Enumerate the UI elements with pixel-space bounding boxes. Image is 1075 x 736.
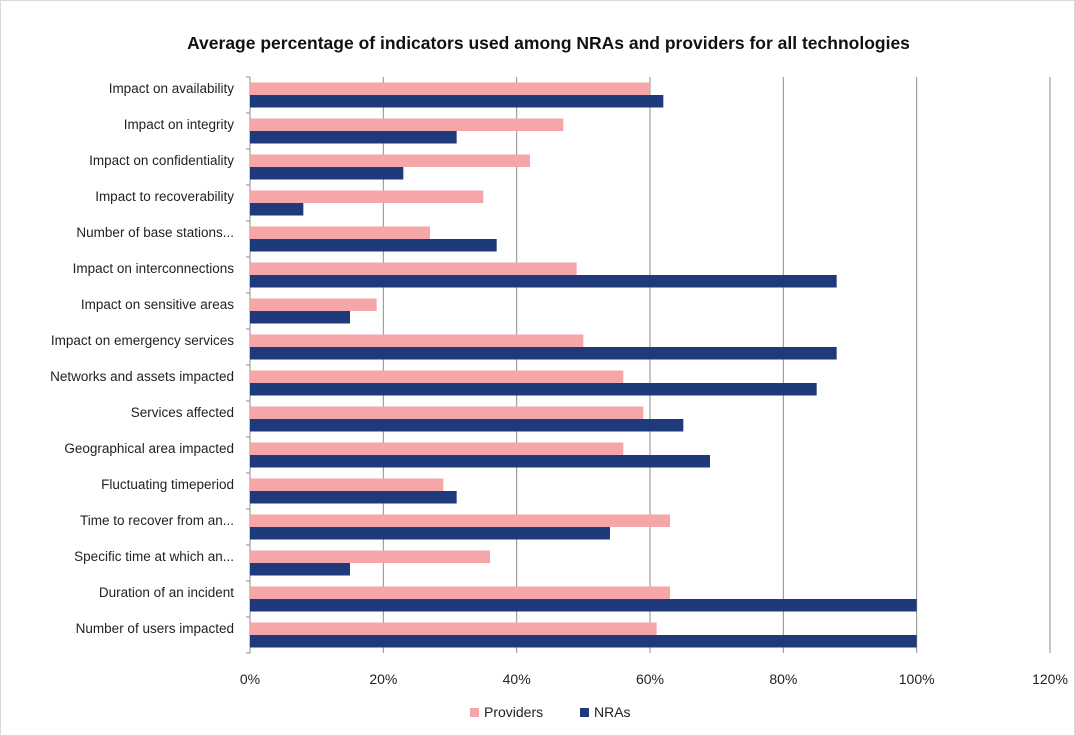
x-tick-label: 20% (369, 671, 397, 687)
category-label: Number of base stations... (76, 225, 234, 240)
nras-bar (250, 275, 837, 288)
nras-bar (250, 419, 684, 432)
x-tick-label: 0% (240, 671, 260, 687)
category-label: Fluctuating timeperiod (101, 477, 234, 492)
providers-bar (250, 154, 530, 167)
nras-bar (250, 311, 350, 324)
category-label: Services affected (131, 405, 234, 420)
nras-bar (250, 239, 497, 252)
category-label: Impact to recoverability (95, 189, 234, 204)
x-tick-label: 100% (899, 671, 935, 687)
providers-bar (250, 586, 670, 599)
nras-bar (250, 203, 304, 216)
providers-bar (250, 334, 584, 347)
nras-bar (250, 635, 917, 648)
x-tick-label: 80% (769, 671, 797, 687)
x-tick-label: 40% (503, 671, 531, 687)
nras-bar (250, 383, 817, 396)
providers-bar (250, 514, 670, 527)
providers-bar (250, 190, 484, 203)
category-label: Number of users impacted (76, 621, 234, 636)
nras-legend-swatch (580, 708, 589, 717)
category-label: Impact on integrity (124, 117, 235, 132)
nras-bar (250, 563, 350, 576)
providers-bar (250, 550, 490, 563)
providers-bar (250, 298, 377, 311)
bars (250, 82, 917, 648)
category-labels: Impact on availability Impact on integrit… (50, 81, 234, 636)
nras-bar (250, 455, 710, 468)
category-label: Geographical area impacted (64, 441, 234, 456)
nras-bar (250, 167, 404, 180)
providers-legend-swatch (470, 708, 479, 717)
category-label: Impact on interconnections (73, 261, 235, 276)
providers-bar (250, 442, 624, 455)
providers-bar (250, 226, 430, 239)
nras-legend-label: NRAs (594, 704, 631, 720)
nras-bar (250, 491, 457, 504)
nras-bar (250, 347, 837, 360)
legend: Providers NRAs (470, 704, 631, 720)
category-label: Specific time at which an... (74, 549, 234, 564)
providers-bar (250, 370, 624, 383)
chart-title: Average percentage of indicators used am… (187, 33, 910, 53)
category-label: Impact on availability (109, 81, 235, 96)
category-label: Networks and assets impacted (50, 369, 234, 384)
category-label: Impact on confidentiality (89, 153, 234, 168)
providers-bar (250, 82, 650, 95)
nras-bar (250, 95, 664, 108)
nras-bar (250, 599, 917, 612)
x-tick-label: 60% (636, 671, 664, 687)
nras-bar (250, 527, 610, 540)
providers-bar (250, 478, 444, 491)
x-tick-labels: 0% 20% 40% 60% 80% 100% 120% (240, 671, 1068, 687)
category-label: Duration of an incident (99, 585, 234, 600)
providers-bar (250, 262, 577, 275)
category-label: Impact on sensitive areas (81, 297, 234, 312)
category-label: Impact on emergency services (51, 333, 234, 348)
providers-bar (250, 118, 564, 131)
providers-bar (250, 406, 644, 419)
providers-legend-label: Providers (484, 704, 543, 720)
category-label: Time to recover from an... (80, 513, 234, 528)
x-tick-label: 120% (1032, 671, 1068, 687)
nras-bar (250, 131, 457, 144)
providers-bar (250, 622, 657, 635)
